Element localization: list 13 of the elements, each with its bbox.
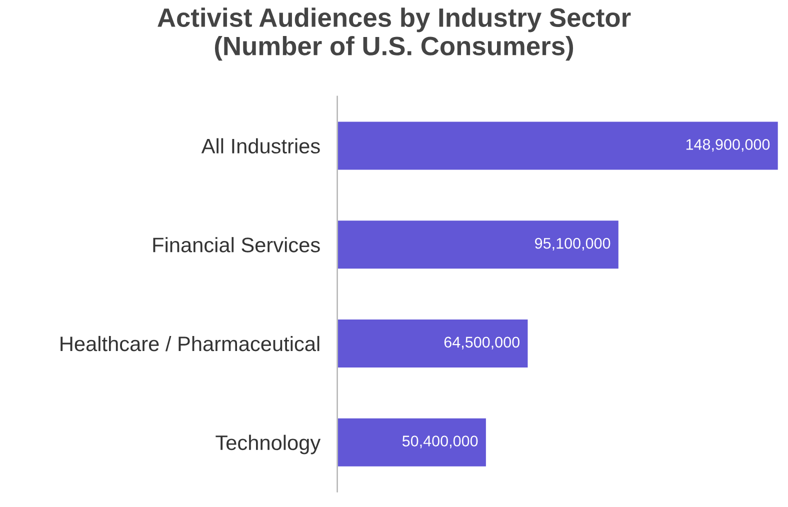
chart-title: Activist Audiences by Industry Sector (Number of U.S. Consumers) — [158, 8, 631, 61]
data-label: 95,100,000 — [535, 238, 610, 251]
bar — [337, 318, 530, 369]
bar — [337, 416, 488, 468]
bar — [337, 120, 779, 172]
y-tick-label: Financial Services — [153, 237, 320, 252]
data-label: 50,400,000 — [402, 436, 478, 448]
y-tick-label: All Industries — [201, 138, 320, 154]
bar — [337, 219, 620, 270]
data-label: 148,900,000 — [686, 139, 770, 152]
data-label: 64,500,000 — [444, 336, 520, 350]
y-tick-label: Healthcare / Pharmaceutical — [60, 336, 320, 352]
y-tick-label: Technology — [216, 434, 321, 454]
